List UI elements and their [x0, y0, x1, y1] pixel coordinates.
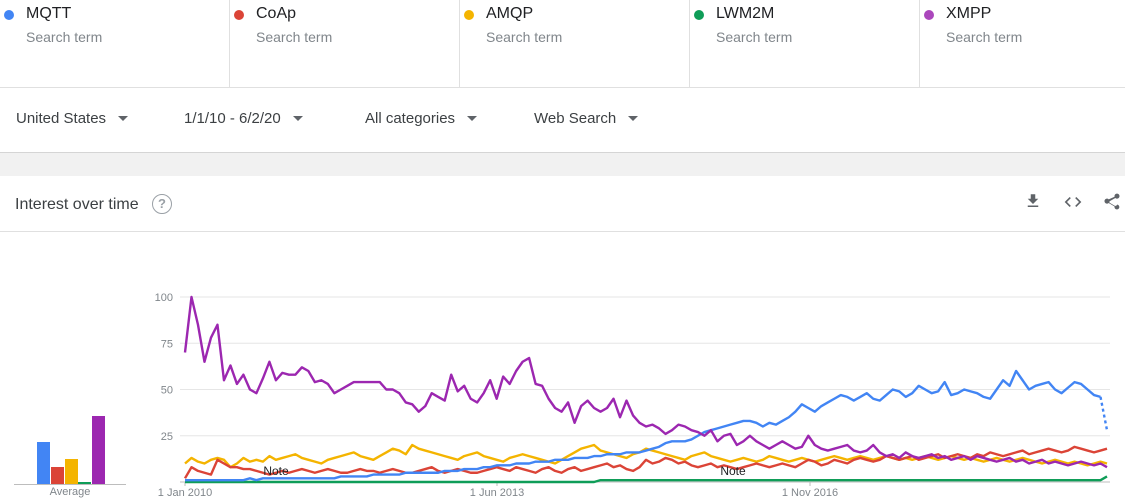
search-term-1[interactable]: MQTT Search term	[0, 0, 230, 88]
chart-note: Note	[263, 464, 289, 478]
share-icon[interactable]	[1100, 192, 1124, 216]
average-bar-amqp	[65, 459, 78, 484]
search-type-value: Web Search	[534, 110, 617, 127]
x-tick-label: 1 Nov 2016	[782, 487, 838, 499]
series-color-dot	[234, 10, 244, 20]
embed-code-icon[interactable]	[1061, 192, 1085, 216]
download-icon-glyph	[1027, 194, 1039, 207]
search-type-dropdown[interactable]: Web Search	[534, 110, 639, 127]
average-bar-xmpp	[92, 416, 105, 484]
search-term-3[interactable]: AMQP Search term	[460, 0, 690, 88]
section-divider	[0, 152, 1125, 176]
search-term-5[interactable]: XMPP Search term	[920, 0, 1125, 88]
search-term-subtitle: Search term	[946, 29, 1023, 45]
interest-over-time-header: Interest over time ?	[0, 176, 1125, 232]
search-term-name[interactable]: CoAp	[256, 5, 297, 22]
average-bars	[14, 400, 126, 485]
category-dropdown[interactable]: All categories	[365, 110, 478, 127]
region-dropdown[interactable]: United States	[16, 110, 129, 127]
x-tick-label: 1 Jun 2013	[470, 487, 524, 499]
series-color-dot	[924, 10, 934, 20]
average-bar-lwm2m	[78, 482, 91, 484]
series-line-mqtt	[185, 369, 1101, 482]
average-bar-coap	[51, 467, 64, 484]
x-tick-label: 1 Jan 2010	[158, 487, 212, 499]
series-line-coap	[183, 445, 1108, 479]
caret-down-icon	[628, 116, 639, 121]
help-icon[interactable]: ?	[152, 194, 172, 214]
average-label: Average	[49, 486, 91, 498]
series-line-amqp	[184, 443, 1108, 469]
search-term-subtitle: Search term	[26, 29, 103, 45]
chart-note: Note	[720, 464, 746, 478]
y-tick-label: 100	[155, 292, 173, 304]
filter-bar: United States 1/1/10 - 6/2/20 All catego…	[0, 88, 1125, 152]
series-color-dot	[4, 10, 14, 20]
search-term-subtitle: Search term	[256, 29, 333, 45]
y-tick-label: 75	[161, 338, 173, 350]
card-title: Interest over time	[15, 196, 139, 213]
search-term-subtitle: Search term	[486, 29, 563, 45]
average-bar-mqtt	[37, 442, 50, 484]
search-term-subtitle: Search term	[716, 29, 793, 45]
date-range-value: 1/1/10 - 6/2/20	[184, 110, 281, 127]
share-icon-glyph	[1104, 193, 1120, 210]
download-icon[interactable]	[1021, 192, 1045, 216]
y-tick-label: 25	[161, 431, 173, 443]
search-term-name[interactable]: LWM2M	[716, 5, 775, 22]
category-value: All categories	[365, 110, 456, 127]
caret-down-icon	[467, 116, 478, 121]
search-term-name[interactable]: MQTT	[26, 5, 72, 22]
date-range-dropdown[interactable]: 1/1/10 - 6/2/20	[184, 110, 303, 127]
search-term-2[interactable]: CoAp Search term	[230, 0, 460, 88]
y-tick-label: 50	[161, 385, 173, 397]
caret-down-icon	[118, 116, 129, 121]
series-color-dot	[694, 10, 704, 20]
series-line-mqtt-partial	[1099, 396, 1109, 431]
search-term-4[interactable]: LWM2M Search term	[690, 0, 920, 88]
caret-down-icon	[292, 116, 303, 121]
series-color-dot	[464, 10, 474, 20]
region-value: United States	[16, 110, 107, 127]
search-term-name[interactable]: AMQP	[486, 5, 534, 22]
search-term-name[interactable]: XMPP	[946, 5, 992, 22]
interest-over-time-chart[interactable]: 25 50 75 100 1 Jan 2010 1 Jun 2013 1 Nov 2016 N…	[0, 232, 1125, 504]
series-line-xmpp	[183, 295, 1108, 469]
series-line-lwm2m	[185, 475, 1108, 484]
search-terms-bar: MQTT Search term CoAp Search term AMQP S…	[0, 0, 1125, 88]
embed-code-icon-glyph	[1064, 197, 1082, 207]
